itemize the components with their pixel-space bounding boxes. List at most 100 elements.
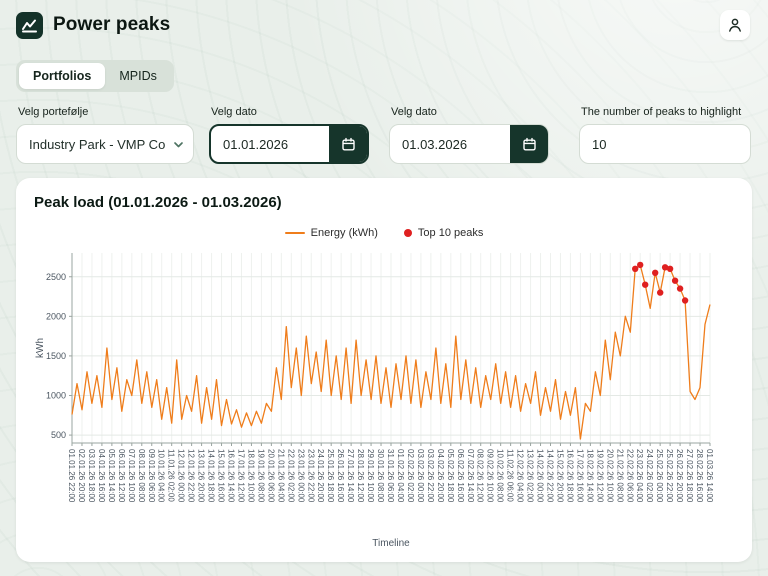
svg-text:21.02.26 08:00: 21.02.26 08:00	[615, 449, 624, 503]
svg-text:24.02.26 02:00: 24.02.26 02:00	[645, 449, 654, 503]
date-to-control	[389, 124, 549, 164]
peaks-count-field: The number of peaks to highlight	[579, 106, 751, 164]
portfolio-select[interactable]: Industry Park - VMP Co	[16, 124, 194, 164]
svg-text:01.02.26 04:00: 01.02.26 04:00	[396, 449, 405, 503]
legend-energy-label: Energy (kWh)	[310, 227, 378, 239]
peak-load-card: Peak load (01.01.2026 - 01.03.2026) Ener…	[16, 178, 752, 562]
svg-text:07.02.26 14:00: 07.02.26 14:00	[466, 449, 475, 503]
tab-portfolios[interactable]: Portfolios	[19, 63, 106, 89]
svg-text:04.02.26 20:00: 04.02.26 20:00	[436, 449, 445, 503]
svg-text:13.02.26 02:00: 13.02.26 02:00	[526, 449, 535, 503]
chart-title: Peak load (01.01.2026 - 01.03.2026)	[34, 194, 282, 211]
chart-legend: Energy (kWh) Top 10 peaks	[32, 227, 736, 239]
svg-text:07.01.26 10:00: 07.01.26 10:00	[127, 449, 136, 503]
svg-text:12.01.26 22:00: 12.01.26 22:00	[187, 449, 196, 503]
svg-text:03.02.26 22:00: 03.02.26 22:00	[426, 449, 435, 503]
portfolio-selected-value: Industry Park - VMP Co	[29, 136, 166, 152]
svg-text:11.01.26 02:00: 11.01.26 02:00	[167, 449, 176, 502]
view-tabs: Portfolios MPIDs	[16, 60, 174, 92]
peak-dot-icon	[403, 229, 412, 237]
svg-text:1500: 1500	[46, 351, 66, 361]
svg-text:18.01.26 10:00: 18.01.26 10:00	[246, 449, 255, 503]
svg-text:500: 500	[51, 430, 66, 440]
svg-text:09.01.26 06:00: 09.01.26 06:00	[147, 449, 156, 503]
svg-text:09.02.26 10:00: 09.02.26 10:00	[486, 449, 495, 503]
svg-text:kWh: kWh	[35, 338, 46, 358]
peaks-count-input[interactable]	[579, 124, 751, 164]
svg-text:17.01.26 12:00: 17.01.26 12:00	[237, 449, 246, 503]
svg-text:1000: 1000	[46, 391, 66, 401]
svg-text:08.02.26 12:00: 08.02.26 12:00	[476, 449, 485, 503]
legend-energy: Energy (kWh)	[284, 227, 378, 239]
svg-text:17.02.26 16:00: 17.02.26 16:00	[575, 449, 584, 503]
svg-text:20.02.26 10:00: 20.02.26 10:00	[605, 449, 614, 503]
user-account-button[interactable]	[720, 10, 750, 40]
svg-text:14.02.26 22:00: 14.02.26 22:00	[546, 449, 555, 503]
svg-text:22.02.26 06:00: 22.02.26 06:00	[625, 449, 634, 503]
line-series-icon	[284, 232, 305, 234]
user-icon	[729, 18, 741, 32]
svg-text:31.01.26 06:00: 31.01.26 06:00	[386, 449, 395, 503]
svg-text:10.01.26 04:00: 10.01.26 04:00	[157, 449, 166, 503]
svg-text:15.02.26 20:00: 15.02.26 20:00	[556, 449, 565, 503]
svg-text:25.02.26 00:00: 25.02.26 00:00	[655, 449, 664, 503]
svg-text:28.01.26 12:00: 28.01.26 12:00	[356, 449, 365, 503]
svg-text:27.02.26 18:00: 27.02.26 18:00	[685, 449, 694, 503]
svg-text:26.02.26 20:00: 26.02.26 20:00	[675, 449, 684, 503]
svg-text:06.02.26 16:00: 06.02.26 16:00	[456, 449, 465, 503]
svg-text:26.01.26 16:00: 26.01.26 16:00	[336, 449, 345, 503]
svg-text:30.01.26 08:00: 30.01.26 08:00	[376, 449, 385, 503]
svg-text:Timeline: Timeline	[372, 538, 410, 549]
svg-text:23.02.26 04:00: 23.02.26 04:00	[635, 449, 644, 503]
date-to-input[interactable]	[390, 136, 510, 152]
svg-text:29.01.26 10:00: 29.01.26 10:00	[366, 449, 375, 503]
svg-text:23.01.26 22:00: 23.01.26 22:00	[306, 449, 315, 503]
svg-text:01.03.26 14:00: 01.03.26 14:00	[705, 449, 714, 503]
svg-text:24.01.26 20:00: 24.01.26 20:00	[316, 449, 325, 503]
svg-text:14.01.26 18:00: 14.01.26 18:00	[207, 449, 216, 503]
svg-text:27.01.26 14:00: 27.01.26 14:00	[346, 449, 355, 503]
svg-text:13.01.26 20:00: 13.01.26 20:00	[197, 449, 206, 503]
svg-text:16.01.26 14:00: 16.01.26 14:00	[227, 449, 236, 503]
date-to-calendar-button[interactable]	[510, 125, 548, 163]
svg-text:15.01.26 16:00: 15.01.26 16:00	[217, 449, 226, 503]
app-logo-icon	[16, 11, 43, 39]
date-to-field: Velg dato	[389, 106, 579, 164]
svg-text:18.02.26 14:00: 18.02.26 14:00	[585, 449, 594, 503]
svg-text:20.01.26 06:00: 20.01.26 06:00	[266, 449, 275, 503]
peak-load-chart: 01.01.26 22:00 02.01.26 20:00 03.01.26 18:…	[35, 253, 714, 549]
svg-text:05.02.26 18:00: 05.02.26 18:00	[446, 449, 455, 503]
chevron-down-icon	[174, 141, 183, 147]
filter-bar: Velg portefølje Industry Park - VMP Co V…	[16, 106, 752, 164]
svg-text:01.01.26 22:00: 01.01.26 22:00	[67, 449, 76, 503]
svg-text:14.02.26 00:00: 14.02.26 00:00	[536, 449, 545, 503]
portfolio-label: Velg portefølje	[18, 106, 89, 118]
date-from-label: Velg dato	[211, 106, 257, 118]
tab-mpids[interactable]: MPIDs	[119, 69, 157, 83]
legend-peaks-label: Top 10 peaks	[417, 227, 484, 239]
svg-text:05.01.26 14:00: 05.01.26 14:00	[107, 449, 116, 503]
date-from-field: Velg dato	[209, 106, 389, 164]
svg-text:23.01.26 00:00: 23.01.26 00:00	[296, 449, 305, 503]
svg-text:25.02.26 22:00: 25.02.26 22:00	[665, 449, 674, 503]
svg-text:06.01.26 12:00: 06.01.26 12:00	[117, 449, 126, 503]
legend-peaks: Top 10 peaks	[403, 227, 484, 239]
date-from-control	[209, 124, 369, 164]
svg-text:19.01.26 08:00: 19.01.26 08:00	[256, 449, 265, 503]
svg-text:2000: 2000	[46, 311, 66, 321]
svg-text:28.02.26 16:00: 28.02.26 16:00	[695, 449, 704, 503]
svg-text:12.02.26 04:00: 12.02.26 04:00	[516, 449, 525, 503]
calendar-icon	[522, 137, 536, 151]
page-title: Power peaks	[53, 14, 171, 35]
svg-text:11.02.26 06:00: 11.02.26 06:00	[506, 449, 515, 502]
svg-text:02.02.26 02:00: 02.02.26 02:00	[406, 449, 415, 503]
svg-text:03.02.26 00:00: 03.02.26 00:00	[416, 449, 425, 503]
date-to-label: Velg dato	[391, 106, 437, 118]
peaks-count-label: The number of peaks to highlight	[581, 106, 742, 118]
svg-text:16.02.26 18:00: 16.02.26 18:00	[565, 449, 574, 503]
portfolio-field: Velg portefølje Industry Park - VMP Co	[16, 106, 209, 164]
svg-text:04.01.26 16:00: 04.01.26 16:00	[97, 449, 106, 503]
svg-text:08.01.26 08:00: 08.01.26 08:00	[137, 449, 146, 503]
date-from-input[interactable]	[211, 136, 329, 152]
date-from-calendar-button[interactable]	[329, 126, 367, 162]
